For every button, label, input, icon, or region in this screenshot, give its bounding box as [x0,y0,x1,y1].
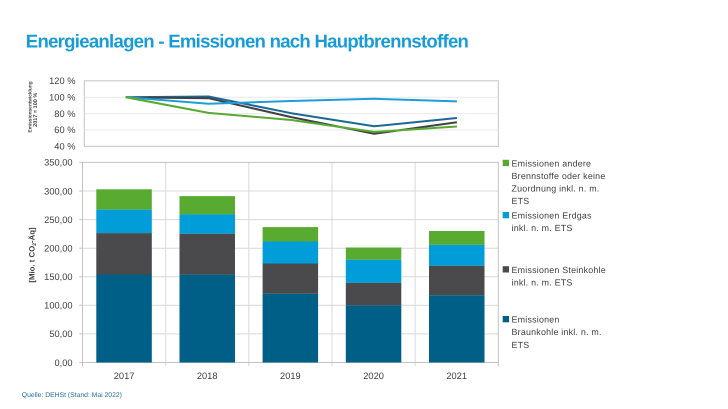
svg-text:2020: 2020 [363,371,384,381]
svg-text:Emissionen Erdgas: Emissionen Erdgas [512,211,593,221]
svg-text:80 %: 80 % [54,109,75,119]
svg-text:Emissionen: Emissionen [512,315,560,325]
svg-text:Brennstoffe oder keine: Brennstoffe oder keine [512,171,606,181]
svg-text:2018: 2018 [197,371,218,381]
svg-text:60 %: 60 % [54,125,75,135]
svg-text:Quelle: DEHSt (Stand: Mai 2022: Quelle: DEHSt (Stand: Mai 2022) [22,392,122,399]
svg-text:ETS: ETS [512,196,530,206]
svg-text:2021: 2021 [446,371,467,381]
svg-text:120 %: 120 % [49,76,75,86]
svg-text:2017 = 100 %: 2017 = 100 % [33,93,39,127]
svg-text:0,00: 0,00 [54,358,72,368]
svg-text:250,00: 250,00 [44,215,72,225]
svg-text:Zuordnung inkl. n. m.: Zuordnung inkl. n. m. [512,184,600,194]
svg-text:inkl. n. m. ETS: inkl. n. m. ETS [512,223,573,233]
svg-text:100,00: 100,00 [44,301,72,311]
svg-text:200,00: 200,00 [44,244,72,254]
svg-text:[Mio. t CO2-Äq]: [Mio. t CO2-Äq] [28,227,39,283]
svg-text:300,00: 300,00 [44,186,72,196]
svg-text:40 %: 40 % [54,142,75,152]
svg-text:ETS: ETS [512,340,530,350]
svg-text:Energieanlagen - Emissionen na: Energieanlagen - Emissionen nach Hauptbr… [26,30,469,51]
svg-text:2017: 2017 [114,371,135,381]
svg-text:inkl. n. m. ETS: inkl. n. m. ETS [512,277,573,287]
svg-text:100 %: 100 % [49,93,75,103]
svg-text:350,00: 350,00 [44,158,72,168]
svg-text:Braunkohle inkl. n. m.: Braunkohle inkl. n. m. [512,327,602,337]
svg-text:Emissionsentwicklung: Emissionsentwicklung [28,81,34,132]
svg-text:50,00: 50,00 [49,329,72,339]
svg-text:150,00: 150,00 [44,272,72,282]
svg-text:2019: 2019 [280,371,301,381]
svg-text:Emissionen Steinkohle: Emissionen Steinkohle [512,265,606,275]
svg-text:Emissionen andere: Emissionen andere [512,159,592,169]
